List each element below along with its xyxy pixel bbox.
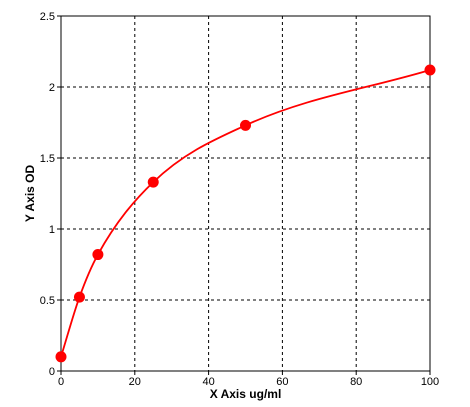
y-axis-title: Y Axis OD: [23, 164, 37, 222]
plot-frame: [60, 15, 431, 372]
y-tick-label: 1.5: [40, 153, 55, 165]
data-points: [55, 64, 436, 363]
y-tick-labels: 0 0.5 1 1.5 2 2.5: [40, 11, 55, 378]
y-tick-label: 1: [49, 224, 55, 236]
x-axis-title: X Axis ug/ml: [210, 387, 282, 401]
tick-marks: [57, 15, 431, 375]
y-tick-label: 0: [49, 366, 55, 378]
x-tick-label: 60: [276, 376, 288, 388]
x-tick-labels: 0 20 40 60 80 100: [58, 376, 439, 388]
data-point: [147, 176, 159, 188]
y-tick-label: 0.5: [40, 295, 55, 307]
x-tick-label: 20: [129, 376, 141, 388]
data-point: [92, 249, 104, 261]
data-point: [240, 119, 251, 131]
data-point: [424, 64, 436, 76]
data-point: [73, 291, 85, 303]
y-tick-label: 2.5: [40, 11, 55, 23]
x-tick-label: 100: [421, 376, 439, 388]
data-point: [55, 351, 67, 363]
x-tick-label: 80: [350, 376, 362, 388]
x-tick-label: 40: [202, 376, 214, 388]
x-tick-label: 0: [58, 376, 64, 388]
y-tick-label: 2: [49, 82, 55, 94]
